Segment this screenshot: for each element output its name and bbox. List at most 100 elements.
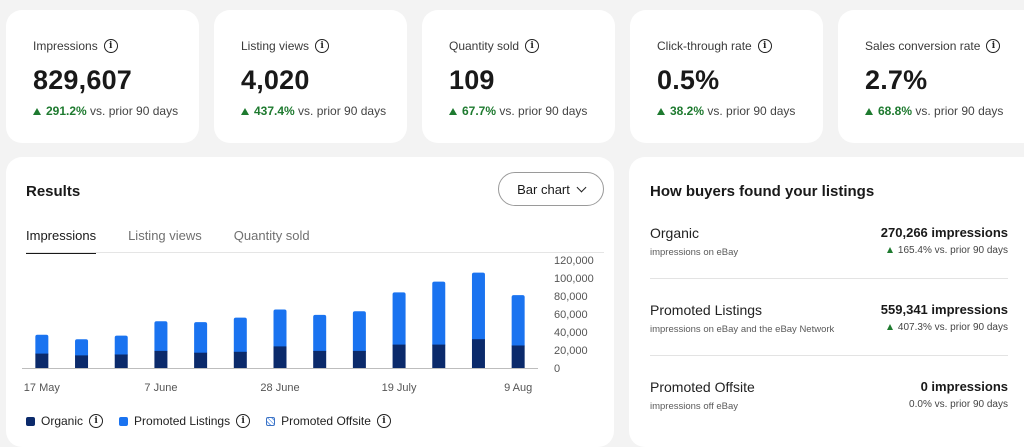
bar-promoted-listings [432, 281, 446, 347]
promoted-listings-swatch-icon [119, 416, 129, 426]
bar-organic [313, 350, 327, 368]
bar-promoted-listings [75, 339, 89, 358]
trend-up-icon [865, 108, 873, 115]
bar-organic [75, 355, 89, 368]
row-value: 0 impressions [920, 379, 1008, 394]
y-tick-label: 120,000 [554, 255, 594, 267]
x-tick-label: 28 June [260, 382, 299, 394]
info-icon[interactable]: i [757, 39, 772, 53]
kpi-label-text: Click-through rate [657, 39, 752, 53]
bar-organic [392, 344, 406, 368]
info-icon[interactable]: i [376, 414, 391, 428]
kpi-label: Listing views i [241, 38, 407, 54]
bar-promoted-listings [392, 292, 406, 347]
info-icon[interactable]: i [525, 39, 540, 53]
chart-type-dropdown-label: Bar chart [517, 181, 570, 197]
row-trend: 0.0% vs. prior 90 days [909, 399, 1008, 410]
promoted-offsite-swatch-icon [266, 416, 276, 426]
row-name: Organic [650, 225, 700, 241]
kpi-value: 109 [449, 65, 495, 95]
bar-promoted-listings [471, 272, 485, 342]
row-name: Promoted Listings [650, 302, 763, 318]
metric-tabs: Impressions Listing views Quantity sold [26, 228, 342, 254]
kpi-card-sales-conversion-rate: Sales conversion rate i 2.7% 68.8% vs. pr… [838, 10, 1024, 143]
kpi-value: 2.7% [865, 65, 928, 95]
kpi-label-text: Quantity sold [449, 39, 520, 53]
bar-promoted-listings [35, 334, 49, 356]
kpi-label-text: Impressions [33, 39, 98, 53]
row-subtitle: impressions off eBay [650, 401, 739, 412]
legend-item-promoted-listings: Promoted Listings i [119, 414, 251, 428]
info-icon[interactable]: i [103, 39, 118, 53]
row-change: 407.3% [897, 322, 932, 333]
organic-swatch-icon [26, 416, 35, 426]
y-tick-label: 60,000 [554, 309, 588, 321]
kpi-change-suffix: vs. prior 90 days [499, 104, 588, 118]
y-tick-label: 40,000 [554, 327, 588, 339]
tab-listing-views[interactable]: Listing views [128, 228, 202, 243]
bar-promoted-listings [313, 314, 327, 353]
kpi-label-text: Listing views [241, 39, 310, 53]
x-tick-label: 9 Aug [504, 382, 532, 394]
kpi-change-suffix: vs. prior 90 days [90, 104, 179, 118]
info-icon[interactable]: i [89, 414, 104, 428]
bar-promoted-listings [511, 295, 525, 348]
kpi-change: 38.2% [670, 104, 705, 118]
row-divider [650, 278, 1008, 279]
trend-up-icon [657, 108, 665, 115]
bar-organic [194, 352, 208, 368]
kpi-trend: 291.2% vs. prior 90 days [33, 104, 199, 118]
bar-organic [352, 350, 366, 368]
kpi-value: 0.5% [657, 65, 720, 95]
kpi-label: Impressions i [33, 38, 199, 54]
trend-up-icon [886, 324, 893, 330]
kpi-label-text: Sales conversion rate [865, 39, 981, 53]
legend-label: Promoted Listings [134, 414, 231, 428]
tabs-divider [26, 252, 604, 253]
bar-organic [114, 354, 128, 368]
legend-item-promoted-offsite: Promoted Offsite i [266, 414, 391, 428]
bar-promoted-listings [194, 322, 208, 355]
bar-promoted-listings [233, 317, 247, 354]
info-icon[interactable]: i [986, 39, 1001, 53]
kpi-change-suffix: vs. prior 90 days [915, 104, 1004, 118]
y-tick-label: 80,000 [554, 291, 588, 303]
row-divider [650, 355, 1008, 356]
bar-promoted-listings [352, 311, 366, 353]
kpi-card-quantity-sold: Quantity sold i 109 67.7% vs. prior 90 da… [422, 10, 615, 143]
buyers-row-promoted-listings: Promoted Listings impressions on eBay an… [650, 302, 1008, 362]
results-card: Results Bar chart Impressions Listing vi… [6, 157, 614, 447]
chart-type-dropdown[interactable]: Bar chart [498, 172, 604, 206]
kpi-label: Quantity sold i [449, 38, 615, 54]
info-icon[interactable]: i [236, 414, 251, 428]
chart-legend: Organic i Promoted Listings i Promoted Off… [26, 414, 391, 428]
kpi-trend: 38.2% vs. prior 90 days [657, 104, 823, 118]
kpi-change-suffix: vs. prior 90 days [707, 104, 796, 118]
kpi-card-listing-views: Listing views i 4,020 437.4% vs. prior 90… [214, 10, 407, 143]
tab-impressions[interactable]: Impressions [26, 228, 97, 254]
row-change-suffix: vs. prior 90 days [934, 322, 1008, 333]
x-tick-label: 7 June [144, 382, 177, 394]
legend-label: Organic [41, 414, 84, 428]
tab-quantity-sold[interactable]: Quantity sold [233, 228, 310, 243]
row-trend: 165.4% vs. prior 90 days [886, 245, 1008, 256]
row-change-suffix: vs. prior 90 days [934, 399, 1008, 410]
x-tick-label: 19 July [382, 382, 417, 394]
kpi-card-impressions: Impressions i 829,607 291.2% vs. prior 90… [6, 10, 199, 143]
buyers-row-organic: Organic impressions on eBay 270,266 impr… [650, 225, 1008, 285]
row-name: Promoted Offsite [650, 379, 755, 395]
row-change: 0.0% [909, 399, 932, 410]
info-icon[interactable]: i [315, 39, 330, 53]
y-tick-label: 0 [554, 363, 560, 375]
row-subtitle: impressions on eBay and the eBay Network [650, 324, 835, 335]
row-value: 270,266 impressions [880, 225, 1008, 240]
y-tick-label: 100,000 [554, 273, 594, 285]
impressions-bar-chart: 0 20,000 40,000 60,000 80,000 100,000 120,000 1… [22, 255, 594, 394]
kpi-change: 437.4% [254, 104, 295, 118]
legend-item-organic: Organic i [26, 414, 104, 428]
kpi-card-click-through-rate: Click-through rate i 0.5% 38.2% vs. prior… [630, 10, 823, 143]
trend-up-icon [886, 247, 893, 253]
bar-organic [273, 346, 287, 368]
trend-up-icon [449, 108, 457, 115]
kpi-value: 4,020 [241, 65, 310, 95]
